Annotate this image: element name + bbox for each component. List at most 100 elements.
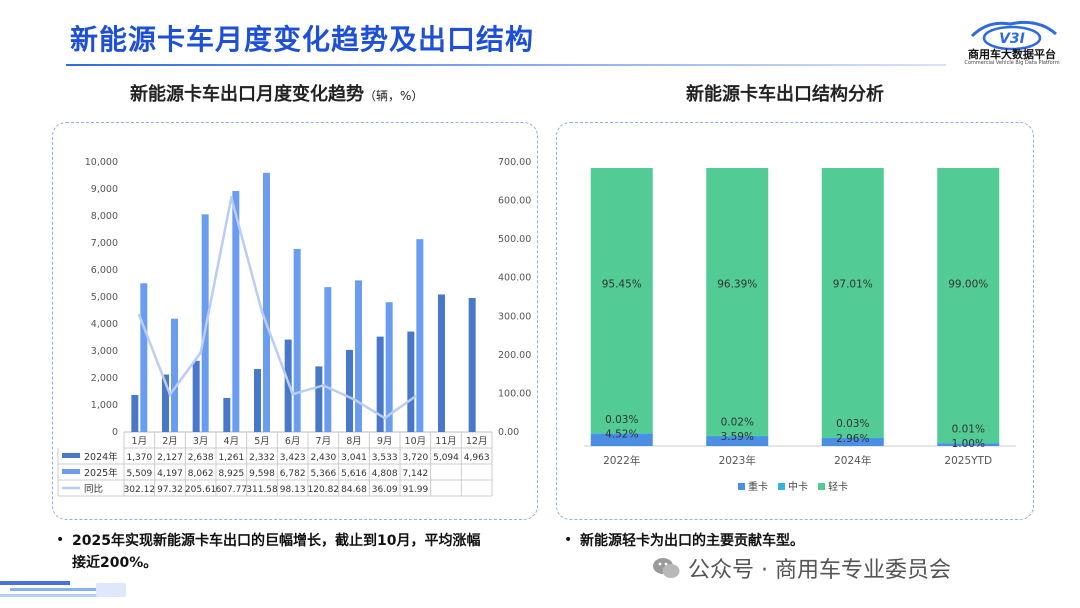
label-medium: 0.03% <box>836 418 869 430</box>
page-title: 新能源卡车月度变化趋势及出口结构 <box>70 23 535 56</box>
stack-segment-medium <box>590 433 653 434</box>
legend-swatch-heavy <box>738 483 745 490</box>
label-medium: 0.03% <box>605 414 638 426</box>
table-cell-2024: 5,094 <box>433 453 459 463</box>
y-tick-label: 4,000 <box>91 319 118 330</box>
table-cell-2024: 1,370 <box>126 453 152 463</box>
y-tick-label: 7,000 <box>91 238 118 249</box>
table-cell-2024: 3,533 <box>372 453 398 463</box>
legend-swatch-light <box>818 483 825 490</box>
y2-tick-label: 200.00 <box>498 350 531 361</box>
table-cell-yoy: 98.13 <box>280 485 306 495</box>
y-tick-label: 8,000 <box>91 211 118 222</box>
table-cell-2024: 3,041 <box>341 453 367 463</box>
left-note-line1: 2025年实现新能源卡车出口的巨幅增长，截止到10月，平均涨幅 <box>72 533 481 549</box>
y-tick-label: 0 <box>112 427 118 438</box>
table-cell-yoy: 36.09 <box>372 485 398 495</box>
legend-swatch-2024 <box>62 453 80 458</box>
yoy-point <box>137 313 141 317</box>
wechat-watermark: 公众号 · 商用车专业委员会 <box>652 552 951 584</box>
y2-tick-label: 0.00 <box>498 427 519 438</box>
stack-segment-medium <box>821 437 884 439</box>
y2-tick-label: 500.00 <box>498 234 531 245</box>
stack-segment-light <box>590 168 653 434</box>
y2-tick-label: 400.00 <box>498 273 531 284</box>
x-tick-label: 12月 <box>466 436 488 447</box>
table-cell-2024: 2,430 <box>310 453 336 463</box>
right-panel-title: 新能源卡车出口结构分析 <box>686 84 884 105</box>
left-note: 2025年实现新能源卡车出口的巨幅增长，截止到10月，平均涨幅 接近200%。 <box>72 530 480 574</box>
left-note-line2: 接近200%。 <box>72 555 158 571</box>
y-tick-label: 3,000 <box>91 346 118 357</box>
bar-2024 <box>223 397 231 432</box>
decorative-truck-stripes <box>0 581 126 597</box>
legend-label-yoy: 同比 <box>84 483 103 495</box>
yoy-point <box>413 395 417 399</box>
x-tick-label: 2024年 <box>834 454 871 467</box>
table-cell-yoy: 302.12 <box>124 485 156 495</box>
stack-segment-medium <box>937 443 1000 444</box>
yoy-point <box>291 392 295 396</box>
label-medium: 0.02% <box>721 416 754 428</box>
table-cell-yoy: 607.77 <box>216 485 248 495</box>
legend-swatch-medium <box>778 483 785 490</box>
y-tick-label: 6,000 <box>91 265 118 276</box>
yoy-point <box>199 351 203 355</box>
stack-segment-heavy <box>821 437 884 446</box>
title-divider <box>66 64 946 66</box>
stack-segment-light <box>821 168 884 438</box>
table-cell-2024: 3,720 <box>402 453 428 463</box>
x-tick-label: 8月 <box>346 436 362 447</box>
stack-segment-medium <box>706 435 769 437</box>
right-note-bullet: • <box>564 532 573 548</box>
bar-2024 <box>346 349 353 432</box>
table-cell-2025: 9,598 <box>249 469 275 479</box>
table-cell-2025: 5,509 <box>126 469 152 479</box>
table-cell-yoy: 84.68 <box>341 485 367 495</box>
bar-2025 <box>232 191 240 432</box>
bar-2024 <box>162 374 169 432</box>
x-tick-label: 3月 <box>193 436 209 447</box>
table-cell-yoy: 91.99 <box>402 485 428 495</box>
table-cell-2024: 4,963 <box>464 453 490 463</box>
legend-label-2025: 2025年 <box>84 467 118 479</box>
bar-2025 <box>140 283 148 432</box>
x-tick-label: 9月 <box>377 436 393 447</box>
x-tick-label: 10月 <box>405 436 427 447</box>
bar-2024 <box>468 297 476 432</box>
stack-segment-heavy <box>706 436 769 446</box>
label-light: 97.01% <box>833 279 873 291</box>
logo-mark: V3I <box>999 31 1025 47</box>
label-medium: 0.01% <box>952 424 985 436</box>
bar-2025 <box>171 318 178 432</box>
left-panel-title: 新能源卡车出口月度变化趋势（辆，%） <box>130 80 423 106</box>
wechat-icon <box>653 558 680 578</box>
bar-2025 <box>201 214 209 432</box>
table-cell-yoy: 311.58 <box>246 485 278 495</box>
yoy-point <box>260 310 264 314</box>
platform-logo: V3I <box>970 20 1057 51</box>
bar-2025 <box>385 302 393 432</box>
stack-segment-light <box>706 168 769 436</box>
bar-2024 <box>284 339 292 432</box>
label-light: 99.00% <box>948 279 988 291</box>
yoy-point <box>383 416 387 420</box>
bar-2025 <box>293 248 301 432</box>
table-cell-2025: 4,197 <box>157 469 183 479</box>
y2-tick-label: 300.00 <box>498 311 531 322</box>
y-tick-label: 9,000 <box>91 184 118 195</box>
legend-label-medium: 中卡 <box>788 480 808 493</box>
y-tick-label: 2,000 <box>91 373 118 384</box>
yoy-line <box>138 197 417 420</box>
y-tick-label: 5,000 <box>91 292 118 303</box>
yoy-point <box>168 392 172 396</box>
label-heavy: 1.00% <box>952 438 985 450</box>
left-chart-panel <box>52 122 538 520</box>
watermark-text: 公众号 · 商用车专业委员会 <box>688 558 951 583</box>
y2-tick-label: 700.00 <box>498 157 531 168</box>
y2-tick-label: 100.00 <box>498 388 531 399</box>
export-structure-chart: 4.52% 0.03% 95.45% 2022年 3.59% 0.02% 96.39% 202… <box>584 167 1016 493</box>
x-tick-label: 2月 <box>162 436 178 447</box>
monthly-trend-chart: 0 1,000 2,000 3,000 4,000 5,000 6,000 7,000 8,00… <box>57 157 531 497</box>
table-cell-yoy: 205.61 <box>185 485 217 495</box>
